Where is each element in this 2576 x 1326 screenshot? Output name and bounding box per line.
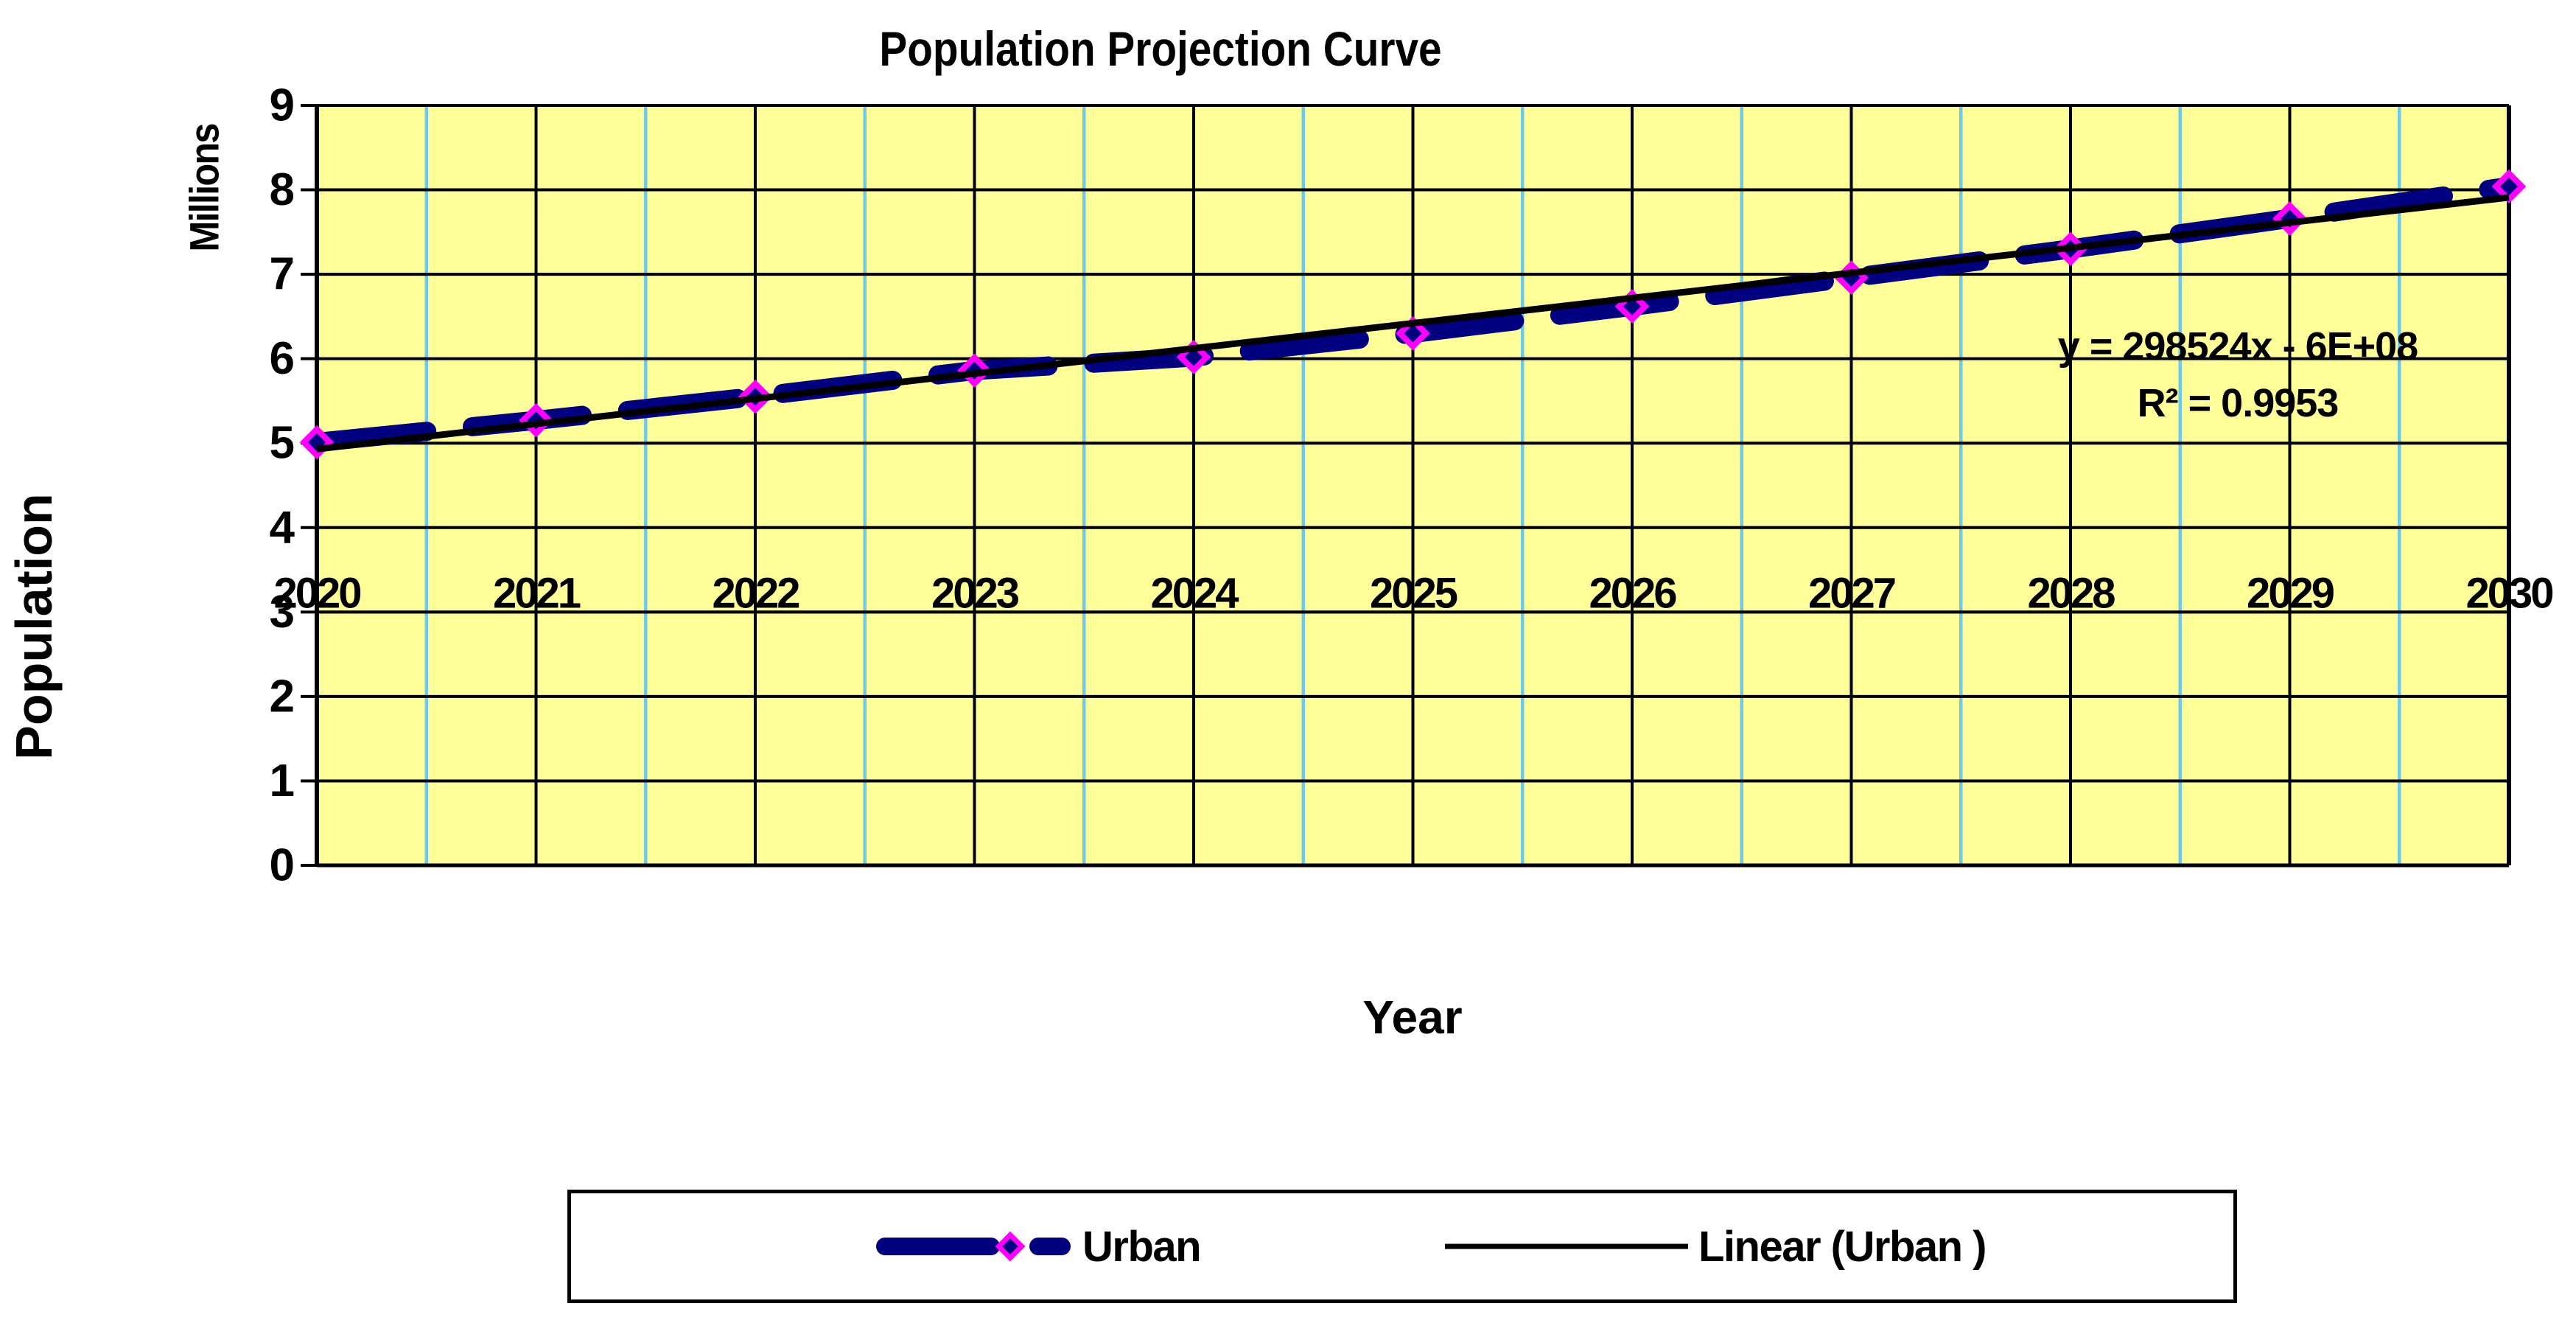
y-tick-label: 6: [270, 333, 294, 384]
y-tick-label: 5: [270, 418, 294, 469]
y-tick-label: 2: [270, 671, 293, 722]
y-axis-unit-label: Millions: [181, 124, 228, 252]
x-tick-label: 2023: [931, 569, 1019, 617]
y-tick-label: 0: [270, 840, 293, 891]
x-axis-title: Year: [1362, 991, 1463, 1044]
y-axis-title: Population: [5, 493, 63, 760]
legend[interactable]: Urban Linear (Urban ): [567, 1190, 2237, 1303]
x-tick-label: 2030: [2465, 569, 2552, 617]
trendline-swatch-icon: [1445, 1243, 1688, 1249]
x-tick-label: 2027: [1808, 569, 1895, 617]
y-tick-label: 1: [270, 756, 294, 806]
x-tick-label: 2029: [2247, 569, 2334, 617]
x-tick-label: 2021: [493, 569, 581, 617]
trendline[interactable]: [316, 194, 2510, 453]
trendline-r-squared: R² = 0.9953: [2137, 381, 2339, 425]
y-tick-label: 9: [270, 80, 294, 131]
urban-series-swatch-icon: [876, 1231, 1071, 1262]
legend-label-linear-urban: Linear (Urban ): [1698, 1222, 1987, 1271]
trendline-equation-line1: y = 298524x - 6E+08: [2057, 324, 2418, 369]
chart-title: Population Projection Curve: [879, 21, 1442, 76]
trendline-equation: y = 298524x - 6E+08 R² = 0.9953: [2058, 318, 2418, 432]
data-point-marker-2030[interactable]: [2491, 169, 2527, 204]
x-tick-label: 2028: [2027, 569, 2115, 617]
y-tick-label: 4: [270, 502, 295, 553]
legend-item-linear-urban[interactable]: Linear (Urban ): [1445, 1193, 1987, 1299]
legend-item-urban[interactable]: Urban: [873, 1193, 1202, 1299]
x-tick-label: 2020: [273, 569, 360, 617]
x-tick-label: 2024: [1150, 569, 1239, 617]
y-tick-label: 7: [270, 249, 293, 300]
y-tick-label: 8: [270, 164, 294, 215]
legend-label-urban: Urban: [1082, 1222, 1202, 1271]
x-tick-label: 2025: [1370, 569, 1457, 617]
y-tick-label: 3: [270, 587, 294, 638]
x-tick-label: 2026: [1589, 569, 1676, 617]
x-tick-label: 2022: [712, 569, 799, 617]
